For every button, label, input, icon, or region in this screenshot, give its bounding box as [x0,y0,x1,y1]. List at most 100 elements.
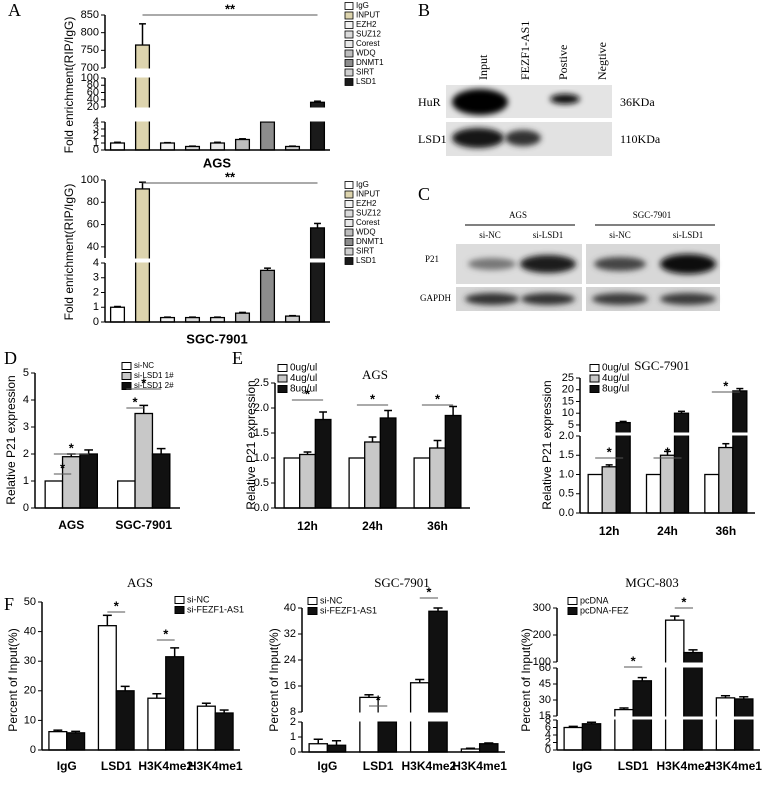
y-tick-label: 50 [24,596,36,608]
y-tick-label: 0.0 [254,502,269,514]
legend-label: 8ug/ul [602,384,629,395]
chart-title: SGC-7901 [634,358,690,373]
bar [326,744,347,753]
bar [284,315,301,323]
panel-label: A [8,0,21,20]
y-tick-label: 1.5 [254,427,269,439]
x-tick-label: LSD1 [618,759,649,773]
bar [733,698,754,751]
legend-label: EZH2 [356,199,377,208]
legend-swatch [277,385,288,393]
axis-break [545,662,762,668]
bar [196,705,216,751]
legend-label: INPUT [356,190,380,199]
lane-label: si-LSD1 [673,230,704,240]
y-tick-label: 100 [533,656,551,668]
y-tick-label: 2 [93,130,99,142]
bar [259,121,276,151]
x-axis-label: AGS [203,155,232,170]
y-tick-label: 3 [93,272,99,284]
bar [632,680,653,751]
y-tick-label: 0 [93,144,99,156]
y-tick-label: 300 [533,602,551,614]
legend-label: si-NC [187,594,210,604]
legend-swatch [277,374,288,383]
legend-label: pcDNA [580,595,609,605]
legend-label: LSD1 [356,77,377,86]
lane-label: si-NC [609,230,631,240]
y-tick-label: 4 [23,394,29,406]
y-tick-label: 30 [24,655,36,667]
legend-label: DNMT1 [356,58,384,67]
legend-swatch [344,78,354,86]
legend-label: LSD1 [356,256,377,265]
lane-label: si-NC [479,230,501,240]
axis-break [93,68,332,78]
legend-label: IgG [356,1,369,10]
bar [308,743,329,753]
panel-label: E [232,348,243,368]
panel-label: F [4,594,14,614]
bar [299,453,316,509]
bar [673,412,690,514]
legend-label: INPUT [356,11,380,20]
legend-swatch [344,228,354,237]
bar [581,723,602,751]
y-axis-label: Fold enrichment(RIP/IgG) [62,17,76,154]
size-label: 36KDa [620,95,655,109]
legend-label: SUZ12 [356,209,381,218]
row-label: HuR [418,95,441,109]
x-tick-label: IgG [317,759,337,773]
y-tick-label: 30 [539,694,551,706]
blot-b: Input FEZF1-AS1 Postive Negtive HuR LSD1… [418,21,661,156]
legend-swatch [344,30,354,39]
y-tick-label: 4 [93,116,99,128]
bar [645,473,662,514]
bar [115,690,135,751]
y-tick-label: 0.5 [254,477,269,489]
y-tick-label: 45 [539,678,551,690]
significance-label: * [435,391,441,406]
legend-label: si-LSD1 1# [134,371,174,380]
bar [48,730,68,751]
y-tick-label: 4 [93,257,99,269]
bar [134,188,151,323]
x-tick-label: IgG [572,759,592,773]
legend-label: WDQ [356,49,376,58]
bar [348,457,366,509]
legend-swatch [121,372,132,380]
y-tick-label: 0.5 [559,488,574,500]
y-axis-label: Percent of Input(%) [267,628,281,731]
legend-swatch [307,607,318,615]
bar [444,414,462,509]
significance-label: * [305,386,311,401]
legend-swatch [589,385,600,393]
significance-label: * [376,692,382,707]
y-tick-label: 1.0 [559,468,574,480]
y-tick-label: 10 [562,407,574,419]
legend-swatch [567,607,578,615]
bar [234,312,251,323]
y-axis-label: Relative P21 expression [540,380,554,509]
legend-label: DNMT1 [356,237,384,246]
significance-label: * [133,394,139,409]
y-tick-label: 2.0 [254,402,269,414]
legend-swatch [344,40,354,48]
bar [428,610,448,753]
blot-band [592,293,648,305]
group-label: SGC-7901 [633,210,672,220]
y-tick-label: 800 [81,27,99,39]
y-tick-label: 850 [81,9,99,21]
legend-swatch [121,362,132,370]
x-tick-label: 24h [362,519,383,533]
y-tick-label: 100 [81,174,99,186]
significance-label: * [69,440,75,455]
row-label: LSD1 [418,132,447,146]
legend-label: 8ug/ul [290,384,317,395]
legend-label: si-NC [134,361,154,370]
y-tick-label: 700 [81,62,99,74]
y-tick-label: 24 [284,654,296,666]
bar [377,721,398,753]
y-tick-label: 15 [539,710,551,722]
